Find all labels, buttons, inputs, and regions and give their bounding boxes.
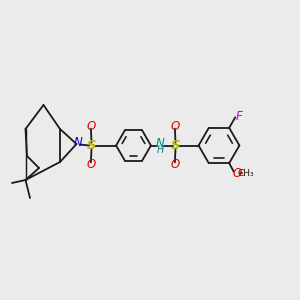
Text: O: O: [170, 120, 179, 134]
Text: CH₃: CH₃: [237, 169, 254, 178]
Text: S: S: [87, 139, 96, 152]
Text: N: N: [74, 136, 82, 149]
Text: O: O: [170, 158, 179, 171]
Text: S: S: [171, 139, 180, 152]
Text: O: O: [86, 158, 95, 171]
Text: H: H: [157, 145, 164, 155]
Text: N: N: [156, 136, 165, 150]
Text: O: O: [86, 120, 95, 134]
Text: O: O: [232, 167, 241, 180]
Text: F: F: [236, 110, 242, 123]
